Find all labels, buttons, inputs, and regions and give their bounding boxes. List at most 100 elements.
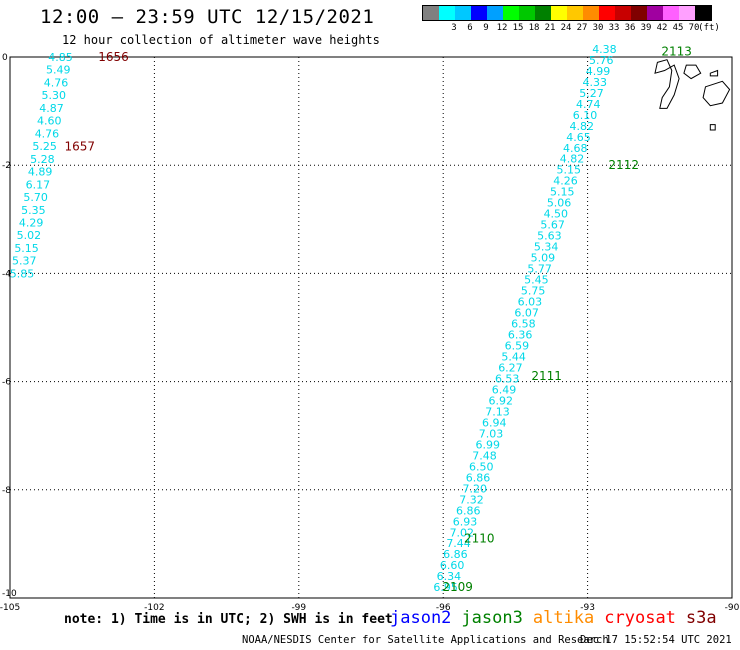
- swh-value: 6.58: [511, 318, 536, 331]
- legend-swatch: [647, 6, 663, 20]
- legend-label: 36: [624, 23, 636, 33]
- legend-swatch: [535, 6, 551, 20]
- legend-label: 70: [688, 23, 700, 33]
- swh-value: 5.27: [579, 87, 604, 100]
- legend-swatches: [422, 5, 712, 21]
- legend-swatch: [519, 6, 535, 20]
- swh-value: 5.28: [30, 153, 55, 166]
- swh-value: 6.59: [505, 339, 530, 352]
- legend-swatch: [631, 6, 647, 20]
- legend-swatch: [423, 6, 439, 20]
- swh-value: 4.38: [592, 43, 617, 56]
- pass-time-label: 1656: [98, 50, 129, 64]
- swh-value: 6.49: [492, 383, 517, 396]
- swh-value: 4.26: [553, 175, 578, 188]
- legend-label: 30: [592, 23, 604, 33]
- legend-swatch: [439, 6, 455, 20]
- swh-value: 5.45: [524, 274, 549, 287]
- swh-value: 6.36: [508, 329, 533, 342]
- island-outline: [654, 59, 680, 109]
- satellite-s3a: s3a: [685, 608, 717, 628]
- swh-value: 6.60: [440, 559, 465, 572]
- legend-swatch: [471, 6, 487, 20]
- swh-value: 4.68: [563, 142, 588, 155]
- swh-value: 6.07: [514, 307, 539, 320]
- legend-swatch: [663, 6, 679, 20]
- swh-value: 4.76: [44, 76, 69, 89]
- swh-value: 5.15: [550, 186, 575, 199]
- swh-value: 4.87: [39, 102, 64, 115]
- legend-swatch: [567, 6, 583, 20]
- swh-value: 5.02: [17, 229, 42, 242]
- swh-value: 4.82: [560, 153, 585, 166]
- swh-value: 6.99: [475, 438, 500, 451]
- swh-value: 5.35: [21, 204, 46, 217]
- swh-value: 4.99: [586, 65, 611, 78]
- legend-label: 6: [467, 23, 473, 33]
- swh-value: 6.95: [433, 581, 458, 594]
- pass-time-label: 2113: [661, 45, 692, 59]
- legend-swatch: [615, 6, 631, 20]
- footer-note: note: 1) Time is in UTC; 2) SWH is in fe…: [64, 612, 393, 627]
- y-tick-label: -8: [2, 486, 11, 496]
- color-legend: 3 6 9 12 15 18 21 24 27 30 33 36 39 42 45 70 (ft): [422, 5, 720, 35]
- swh-value: 5.37: [12, 255, 37, 268]
- swh-value: 6.10: [573, 109, 598, 122]
- swh-value: 6.17: [26, 178, 51, 191]
- credit-line: NOAA/NESDIS Center for Satellite Applica…: [242, 634, 609, 646]
- swh-value: 4.85: [48, 51, 73, 64]
- legend-labels: 3 6 9 12 15 18 21 24 27 30 33 36 39 42 45 70 (ft): [422, 23, 720, 35]
- x-tick-label: -90: [725, 603, 740, 613]
- swh-value: 5.77: [527, 263, 552, 276]
- swh-value: 4.82: [570, 120, 595, 133]
- legend-swatch: [695, 6, 711, 20]
- swh-value: 5.70: [23, 191, 48, 204]
- legend-label: 15: [512, 23, 524, 33]
- x-tick-label: -105: [0, 603, 20, 613]
- swh-value: 5.06: [547, 197, 572, 210]
- island-outline: [709, 124, 716, 131]
- x-tick-label: -102: [144, 603, 164, 613]
- y-tick-label: -6: [2, 378, 11, 388]
- legend-label: 3: [451, 23, 457, 33]
- satellite-cryosat: cryosat: [604, 608, 676, 628]
- x-tick-label: -96: [436, 603, 451, 613]
- swh-value: 5.15: [557, 164, 582, 177]
- legend-swatch: [599, 6, 615, 20]
- map-subtitle: 12 hour collection of altimeter wave hei…: [62, 33, 380, 47]
- legend-swatch: [487, 6, 503, 20]
- swh-value: 6.94: [482, 416, 507, 429]
- pass-time-label: 2109: [442, 580, 473, 594]
- swh-value: 6.93: [453, 515, 478, 528]
- pass-time-label: 2111: [531, 369, 562, 383]
- swh-value: 4.60: [37, 115, 62, 128]
- swh-value: 7.44: [446, 537, 471, 550]
- legend-label: 24: [560, 23, 572, 33]
- swh-value: 5.85: [10, 267, 35, 280]
- swh-value: 6.50: [469, 460, 494, 473]
- legend-label: 9: [483, 23, 489, 33]
- island-outline: [702, 80, 731, 107]
- swh-value: 4.76: [35, 127, 60, 140]
- swh-value: 6.34: [437, 570, 462, 583]
- swh-value: 5.44: [501, 350, 526, 363]
- island-outline: [683, 64, 702, 80]
- swh-value: 5.76: [589, 54, 614, 67]
- legend-label: 42: [656, 23, 668, 33]
- pass-time-label: 1657: [65, 139, 96, 153]
- generated-timestamp: Dec 17 15:52:54 UTC 2021: [580, 634, 732, 646]
- y-tick-label: -10: [2, 589, 17, 599]
- swh-value: 7.20: [463, 482, 488, 495]
- y-tick-label: -2: [2, 161, 11, 171]
- satellite-altika: altika: [532, 608, 595, 628]
- legend-label: 12: [496, 23, 508, 33]
- swh-value: 4.29: [19, 216, 44, 229]
- swh-value: 6.27: [498, 361, 523, 374]
- swh-value: 4.33: [582, 76, 607, 89]
- x-tick-label: -99: [291, 603, 306, 613]
- swh-value: 5.30: [41, 89, 66, 102]
- swh-value: 5.09: [531, 252, 556, 265]
- swh-value: 6.86: [466, 471, 491, 484]
- satellite-jason2: jason2: [390, 608, 452, 628]
